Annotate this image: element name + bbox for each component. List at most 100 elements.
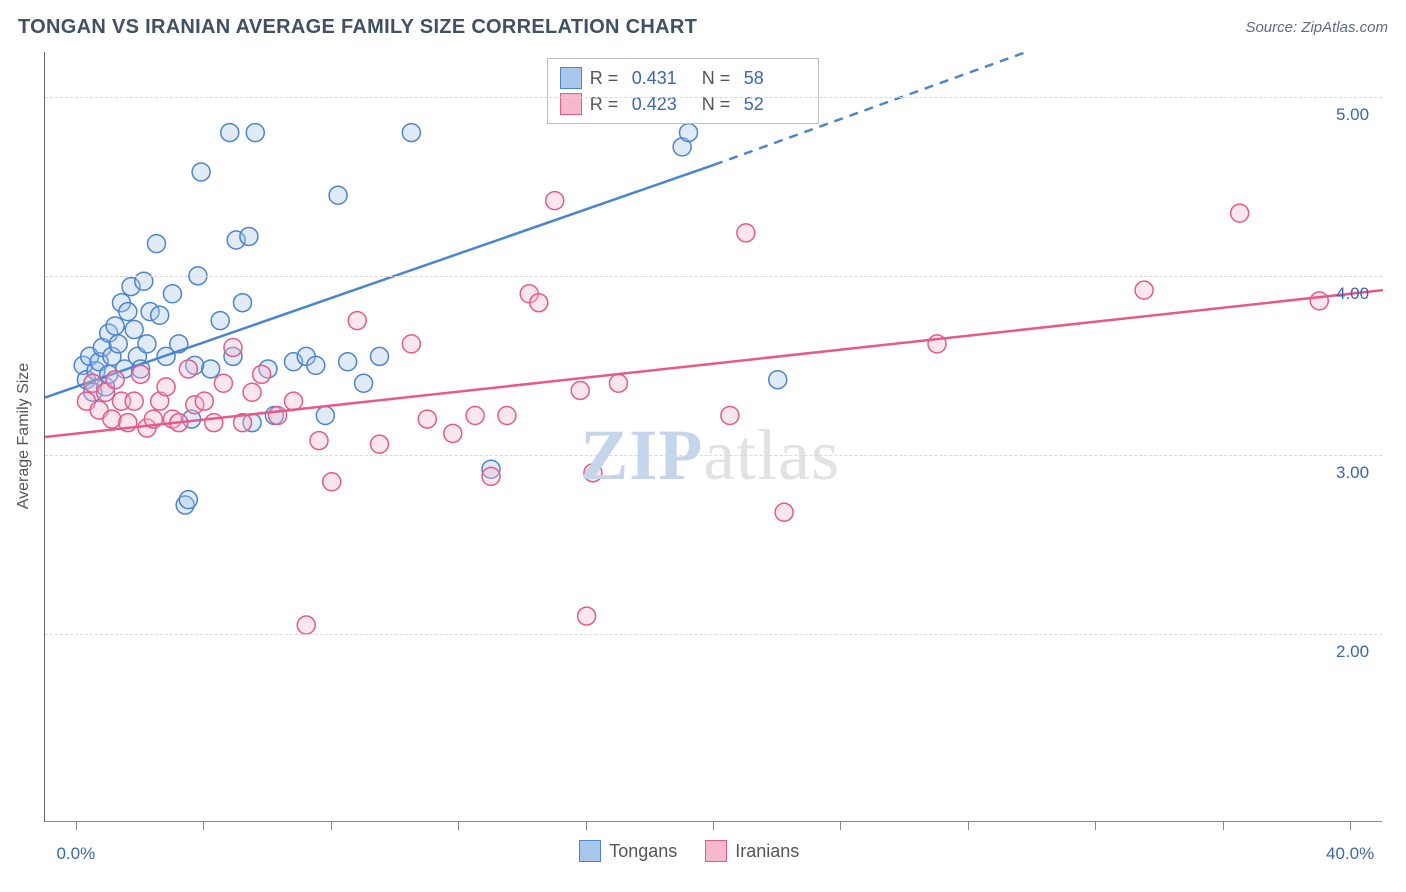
data-point bbox=[224, 338, 242, 356]
legend-swatch bbox=[579, 840, 601, 862]
data-point bbox=[402, 335, 420, 353]
data-point bbox=[1231, 204, 1249, 222]
x-tick bbox=[1223, 822, 1224, 830]
data-point bbox=[284, 392, 302, 410]
legend-series-name: Iranians bbox=[735, 841, 799, 862]
data-point bbox=[721, 407, 739, 425]
data-point bbox=[307, 356, 325, 374]
data-point bbox=[202, 360, 220, 378]
legend-swatch bbox=[560, 67, 582, 89]
data-point bbox=[195, 392, 213, 410]
data-point bbox=[310, 432, 328, 450]
data-point bbox=[163, 285, 181, 303]
x-tick bbox=[586, 822, 587, 830]
x-tick bbox=[713, 822, 714, 830]
x-tick bbox=[458, 822, 459, 830]
data-point bbox=[418, 410, 436, 428]
data-point bbox=[402, 124, 420, 142]
legend-r-label: R = bbox=[590, 68, 624, 89]
data-point bbox=[737, 224, 755, 242]
x-tick bbox=[1350, 822, 1351, 830]
legend-n-label: N = bbox=[702, 68, 736, 89]
data-point bbox=[498, 407, 516, 425]
y-tick-label: 2.00 bbox=[1336, 642, 1369, 662]
gridline-h bbox=[45, 634, 1382, 635]
page-title: TONGAN VS IRANIAN AVERAGE FAMILY SIZE CO… bbox=[18, 16, 697, 39]
data-point bbox=[240, 227, 258, 245]
x-tick bbox=[1095, 822, 1096, 830]
gridline-h bbox=[45, 97, 1382, 98]
legend-item: Iranians bbox=[705, 840, 799, 862]
data-point bbox=[1310, 292, 1328, 310]
chart-container: TONGAN VS IRANIAN AVERAGE FAMILY SIZE CO… bbox=[0, 0, 1406, 892]
data-point bbox=[205, 414, 223, 432]
data-point bbox=[769, 371, 787, 389]
data-point bbox=[775, 503, 793, 521]
y-tick-label: 3.00 bbox=[1336, 463, 1369, 483]
data-point bbox=[578, 607, 596, 625]
data-point bbox=[609, 374, 627, 392]
data-point bbox=[530, 294, 548, 312]
y-tick-label: 4.00 bbox=[1336, 284, 1369, 304]
data-point bbox=[482, 467, 500, 485]
legend-r-value: 0.431 bbox=[632, 68, 694, 89]
data-point bbox=[138, 335, 156, 353]
regression-line bbox=[45, 290, 1383, 437]
x-tick bbox=[968, 822, 969, 830]
data-point bbox=[348, 312, 366, 330]
data-point bbox=[192, 163, 210, 181]
legend-n-value: 58 bbox=[744, 68, 806, 89]
data-point bbox=[466, 407, 484, 425]
data-point bbox=[109, 335, 127, 353]
x-tick bbox=[331, 822, 332, 830]
data-point bbox=[103, 410, 121, 428]
data-point bbox=[221, 124, 239, 142]
data-point bbox=[329, 186, 347, 204]
data-point bbox=[125, 392, 143, 410]
legend-item: Tongans bbox=[579, 840, 677, 862]
plot-area: ZIPatlas R =0.431N =58R =0.423N =52 bbox=[44, 52, 1382, 822]
data-point bbox=[339, 353, 357, 371]
y-tick-label: 5.00 bbox=[1336, 105, 1369, 125]
data-point bbox=[234, 294, 252, 312]
data-point bbox=[253, 365, 271, 383]
x-tick-label: 0.0% bbox=[56, 844, 95, 864]
data-point bbox=[371, 347, 389, 365]
data-point bbox=[106, 317, 124, 335]
data-point bbox=[323, 473, 341, 491]
data-point bbox=[444, 424, 462, 442]
data-point bbox=[680, 124, 698, 142]
data-point bbox=[297, 616, 315, 634]
x-tick bbox=[203, 822, 204, 830]
legend-stats-row: R = 0.431 N = 58 bbox=[560, 65, 806, 91]
data-point bbox=[106, 371, 124, 389]
chart-svg bbox=[45, 52, 1383, 822]
data-point bbox=[179, 491, 197, 509]
legend-swatch bbox=[705, 840, 727, 862]
data-point bbox=[125, 321, 143, 339]
data-point bbox=[132, 365, 150, 383]
data-point bbox=[1135, 281, 1153, 299]
source-label: Source: ZipAtlas.com bbox=[1245, 19, 1388, 36]
data-point bbox=[546, 192, 564, 210]
data-point bbox=[269, 407, 287, 425]
data-point bbox=[243, 383, 261, 401]
x-tick bbox=[840, 822, 841, 830]
x-tick-label: 40.0% bbox=[1326, 844, 1374, 864]
legend-stats-box: R = 0.431 N = 58R =0.423N =52 bbox=[547, 58, 819, 124]
data-point bbox=[214, 374, 232, 392]
legend-stats-row: R =0.423N =52 bbox=[560, 91, 806, 117]
header: TONGAN VS IRANIAN AVERAGE FAMILY SIZE CO… bbox=[18, 16, 1388, 39]
y-axis-label: Average Family Size bbox=[15, 356, 33, 516]
legend-series-name: Tongans bbox=[609, 841, 677, 862]
legend-bottom: Tongans Iranians bbox=[579, 840, 799, 862]
data-point bbox=[211, 312, 229, 330]
data-point bbox=[148, 235, 166, 253]
data-point bbox=[371, 435, 389, 453]
data-point bbox=[355, 374, 373, 392]
gridline-h bbox=[45, 276, 1382, 277]
data-point bbox=[246, 124, 264, 142]
gridline-h bbox=[45, 455, 1382, 456]
data-point bbox=[157, 378, 175, 396]
data-point bbox=[151, 306, 169, 324]
